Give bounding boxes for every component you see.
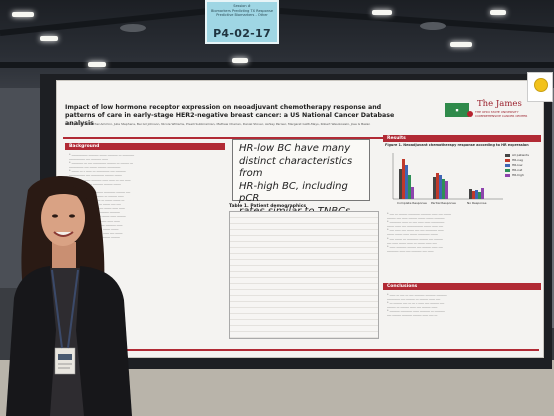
- osu-logo-icon: [467, 111, 473, 117]
- board-id: P4-02-17: [213, 26, 271, 40]
- legend-swatch: [505, 158, 510, 162]
- presenter-eye: [52, 214, 58, 218]
- sign-session-text: Session # Biomarkers Predicting TX Respo…: [211, 4, 273, 17]
- name-badge-stripe: [58, 354, 72, 360]
- poster-authors: Shirley Bellicer, Rachel Ammini, Julia S…: [65, 122, 371, 126]
- sticker-badge-icon: [534, 78, 548, 92]
- x-tick-label: No Response: [467, 201, 487, 205]
- bar: [481, 188, 484, 199]
- bar: [405, 165, 408, 199]
- logo-icon: ■: [445, 103, 469, 117]
- bar-group-none: [469, 188, 484, 199]
- bar: [469, 189, 472, 199]
- legend-label: HR-neg: [512, 158, 523, 162]
- legend-item: HR-high: [505, 173, 541, 178]
- callout-line: distinct characteristics from: [239, 155, 353, 180]
- callout-line: HR-low BC have many: [239, 143, 351, 154]
- ceiling-vent: [120, 24, 146, 32]
- board-sign: Session # Biomarkers Predicting TX Respo…: [205, 0, 279, 44]
- legend-label: All patients: [512, 153, 529, 157]
- legend-label: HR-high: [512, 173, 524, 177]
- bar-group-partial: [433, 173, 448, 199]
- chart-legend: All patients HR-neg HR-low HR-nat HR-hig…: [505, 153, 541, 178]
- brand-name: The James: [477, 99, 522, 109]
- bar: [433, 177, 436, 199]
- poster-title: Impact of low hormone receptor expressio…: [65, 104, 395, 127]
- legend-swatch: [505, 173, 510, 177]
- response-bar-chart: Complete Response Partial Response No Re…: [392, 153, 503, 205]
- ceiling-light: [88, 62, 106, 67]
- legend-item: All patients: [505, 153, 541, 158]
- name-badge: [54, 347, 76, 375]
- ceiling-light: [372, 10, 392, 15]
- brand-subtitle: THE OHIO STATE UNIVERSITY COMPREHENSIVE …: [475, 110, 528, 118]
- bar: [408, 175, 411, 199]
- demographics-table: [229, 211, 379, 339]
- conclusions-text: • ____ __ ___ __ ___ _______ _______ ___…: [387, 292, 447, 317]
- presenter: [6, 175, 132, 416]
- bar: [475, 190, 478, 199]
- section-background-heading: Background: [65, 143, 225, 150]
- legend-label: HR-low: [512, 163, 523, 167]
- presenter-neck: [52, 242, 76, 270]
- presenter-blazer: [6, 266, 56, 416]
- figure-title: Figure 1. Neoadjuvant chemotherapy respo…: [385, 143, 529, 147]
- section-results-heading: Results: [383, 135, 541, 142]
- bar: [472, 191, 475, 199]
- ceiling-light: [232, 58, 248, 63]
- legend-swatch: [505, 153, 510, 157]
- ceiling-light: [450, 42, 472, 47]
- legend-swatch: [505, 168, 510, 172]
- legend-item: HR-neg: [505, 158, 541, 163]
- bar: [442, 179, 445, 199]
- bar: [478, 192, 481, 199]
- bar: [411, 187, 414, 199]
- legend-item: HR-nat: [505, 168, 541, 173]
- divider: [63, 349, 539, 351]
- bar: [402, 159, 405, 199]
- poster: Impact of low hormone receptor expressio…: [56, 80, 544, 358]
- lanyard: [51, 269, 79, 349]
- ceiling-light: [12, 12, 34, 17]
- ceiling-vent: [420, 22, 446, 30]
- legend-item: HR-low: [505, 163, 541, 168]
- table-title: Table 1. Patient demographics: [229, 204, 307, 209]
- presenter-smile: [53, 231, 74, 237]
- section-conclusions-heading: Conclusions: [383, 283, 541, 290]
- ceiling-light: [40, 36, 58, 41]
- legend-label: HR-nat: [512, 168, 523, 172]
- bar: [436, 173, 439, 199]
- x-tick-label: Complete Response: [397, 201, 427, 205]
- presenter-eye: [69, 214, 75, 218]
- bar: [399, 169, 402, 199]
- ceiling-beam: [0, 62, 554, 68]
- ceiling-beam: [279, 8, 554, 35]
- presenter-hair: [40, 185, 88, 204]
- results-text: • ___ __ ______ ________ _______ ____ __…: [387, 211, 451, 252]
- bar: [445, 181, 448, 199]
- poster-sticker: [527, 72, 553, 102]
- key-finding-callout: HR-low BC have many distinct characteris…: [232, 139, 370, 217]
- presenter-blazer: [76, 266, 132, 416]
- bar-group-complete: [399, 159, 414, 199]
- callout-line: HR-high BC, including pCR: [239, 180, 348, 205]
- x-tick-label: Partial Response: [431, 201, 456, 205]
- ceiling-light: [490, 10, 506, 15]
- presenter-face: [41, 190, 85, 246]
- bar: [439, 175, 442, 199]
- legend-swatch: [505, 163, 510, 167]
- divider: [63, 137, 539, 139]
